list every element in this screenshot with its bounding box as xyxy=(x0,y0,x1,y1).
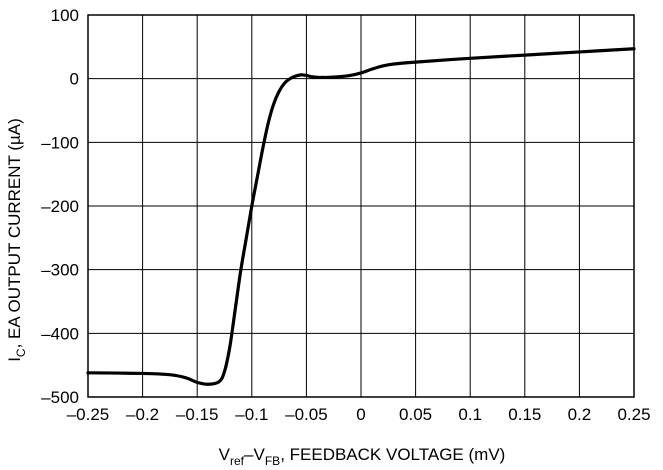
x-tick-labels: –0.25 –0.2 –0.15 –0.1 –0.05 0 0.05 0.1 0.15 0.2 0.… xyxy=(67,405,651,424)
x-tick-label: –0.15 xyxy=(176,405,219,424)
x-tick-label: –0.2 xyxy=(126,405,159,424)
x-tick-label: 0.1 xyxy=(458,405,482,424)
y-tick-label: 0 xyxy=(70,70,79,89)
x-tick-label: 0.05 xyxy=(399,405,432,424)
y-tick-label: –500 xyxy=(41,388,79,407)
y-tick-label: –300 xyxy=(41,261,79,280)
y-axis-label: IC, EA OUTPUT CURRENT (µA) xyxy=(5,118,28,362)
series-line xyxy=(86,47,636,386)
y-tick-labels: 100 0 –100 –200 –300 –400 –500 xyxy=(41,6,79,407)
plot-frame xyxy=(87,14,635,398)
x-tick-label: 0.15 xyxy=(508,405,541,424)
x-axis-label: Vref–VFB, FEEDBACK VOLTAGE (mV) xyxy=(219,445,506,468)
y-tick-label: –100 xyxy=(41,133,79,152)
y-tick-label: 100 xyxy=(51,6,79,25)
y-tick-label: –400 xyxy=(41,324,79,343)
x-tick-label: –0.1 xyxy=(235,405,268,424)
x-tick-label: 0.25 xyxy=(617,405,650,424)
x-tick-label: 0.2 xyxy=(568,405,592,424)
x-tick-label: 0 xyxy=(356,405,365,424)
x-tick-label: –0.05 xyxy=(285,405,328,424)
x-tick-label: –0.25 xyxy=(67,405,110,424)
y-tick-label: –200 xyxy=(41,197,79,216)
